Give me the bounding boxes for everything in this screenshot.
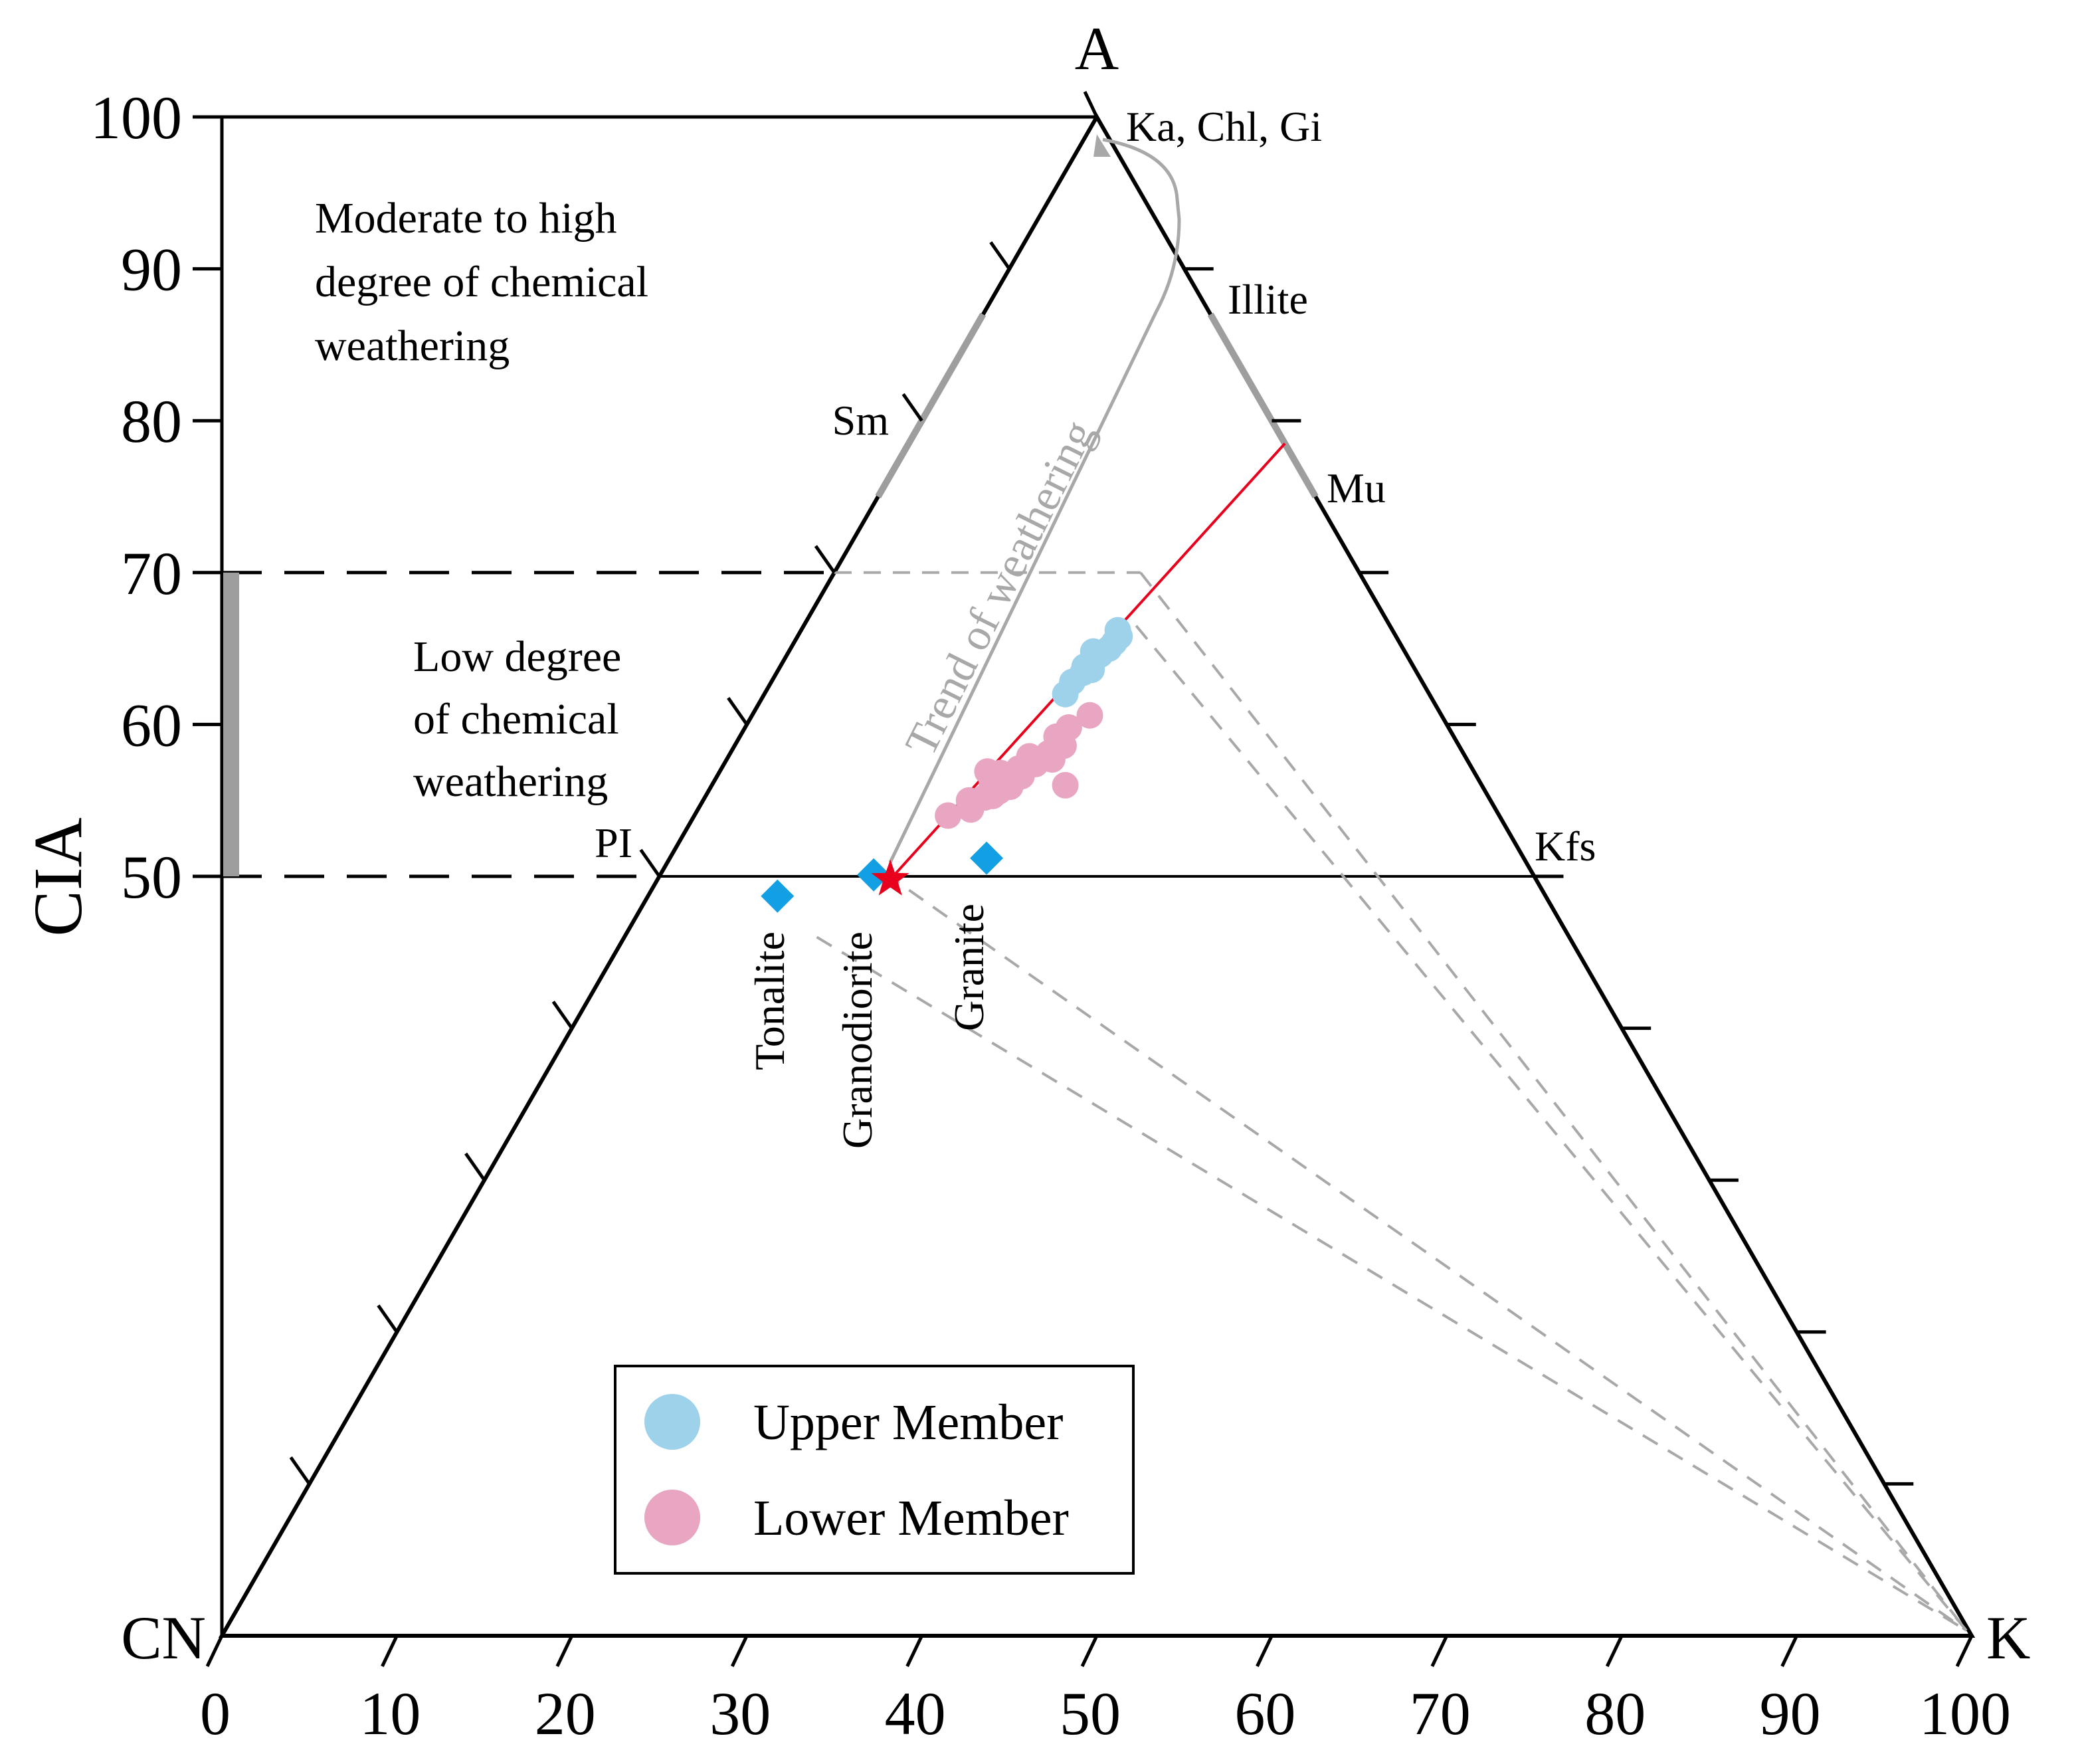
mixing-line-to-k xyxy=(884,872,1968,1632)
trend-of-weathering-arrow xyxy=(888,138,1181,864)
x-tick xyxy=(555,1634,574,1668)
guide-lines xyxy=(816,134,1968,1632)
x-tick xyxy=(730,1634,749,1668)
mineral-label: Kfs xyxy=(1535,823,1596,870)
legend: Upper Member Lower Member xyxy=(614,1365,1135,1575)
x-tick-label: 20 xyxy=(535,1680,596,1747)
legend-marker xyxy=(644,1490,700,1545)
mineral-label: PI xyxy=(595,819,632,866)
vertex-k-label: K xyxy=(1986,1604,2030,1672)
vertex-cn-label: CN xyxy=(121,1604,206,1672)
left-side-tick xyxy=(989,241,1011,270)
legend-entry-label: Upper Member xyxy=(753,1395,1063,1450)
high-weathering-label: Moderate to high xyxy=(315,194,617,243)
left-side-tick xyxy=(289,1456,311,1485)
x-tick-label: 80 xyxy=(1584,1680,1646,1747)
mixing-line-to-k xyxy=(816,935,1968,1632)
granite-marker xyxy=(970,841,1004,875)
x-tick-label: 100 xyxy=(1919,1680,2011,1747)
legend-marker xyxy=(644,1394,700,1450)
smectite-band xyxy=(875,312,987,498)
x-tick-label: 60 xyxy=(1234,1680,1295,1747)
y-tick-label: 90 xyxy=(121,236,182,304)
lower-member-point xyxy=(987,759,1014,787)
data-points xyxy=(761,442,1286,913)
source-star xyxy=(871,859,909,896)
low-weathering-bar xyxy=(223,572,239,876)
x-tick xyxy=(381,1634,399,1668)
mixing-line-to-k xyxy=(1135,625,1968,1632)
left-side-tick xyxy=(551,1001,573,1030)
x-tick-label: 0 xyxy=(200,1680,231,1747)
mineral-label: Sm xyxy=(832,397,889,444)
x-tick xyxy=(1430,1634,1449,1668)
y-tick-label: 60 xyxy=(121,691,182,759)
upper-member-point xyxy=(1104,617,1131,644)
lower-member-point xyxy=(1052,771,1079,799)
x-tick-label: 90 xyxy=(1760,1680,1821,1747)
mineral-label: Ka, Chl, Gi xyxy=(1126,103,1322,150)
left-side-tick xyxy=(464,1152,486,1181)
lower-member-point xyxy=(1055,714,1082,741)
vertex-a-label: A xyxy=(1075,15,1119,82)
trend-arrow-head xyxy=(1093,134,1111,157)
x-tick xyxy=(1080,1634,1099,1668)
low-weathering-label: weathering xyxy=(413,757,608,806)
left-side-tick xyxy=(639,848,661,878)
left-side-tick xyxy=(814,545,836,574)
high-weathering-label: weathering xyxy=(315,322,510,370)
lower-member-point xyxy=(979,782,1006,809)
x-tick xyxy=(1605,1634,1624,1668)
x-tick-label: 30 xyxy=(709,1680,771,1747)
apex-tick xyxy=(1083,90,1099,118)
lower-member-point xyxy=(1016,743,1043,770)
mineral-label: Illite xyxy=(1228,276,1308,323)
tonalite-marker xyxy=(761,879,795,913)
y-tick-label: 70 xyxy=(121,539,182,607)
lower-member-point xyxy=(935,802,962,829)
low-weathering-label: Low degree xyxy=(413,633,621,681)
y-tick-label: 50 xyxy=(121,843,182,911)
legend-box xyxy=(614,1365,1135,1575)
tonalite-label: Tonalite xyxy=(746,931,793,1070)
tick-marks xyxy=(193,90,1974,1668)
illite-muscovite-band xyxy=(1207,312,1319,498)
x-tick xyxy=(905,1634,923,1668)
left-side-tick xyxy=(377,1304,399,1333)
lower-member-point xyxy=(1076,702,1103,729)
x-tick xyxy=(1256,1634,1274,1668)
legend-entry-label: Lower Member xyxy=(753,1490,1069,1546)
x-tick xyxy=(1955,1634,1974,1668)
x-tick-label: 10 xyxy=(359,1680,421,1747)
mineral-label: Mu xyxy=(1327,464,1386,512)
granite-label: Granite xyxy=(945,904,992,1031)
left-side-tick xyxy=(901,393,923,422)
left-side-tick xyxy=(727,696,749,726)
high-weathering-label: degree of chemical xyxy=(315,258,648,306)
x-tick xyxy=(1780,1634,1798,1668)
trend-of-weathering-label: Trend of weathering xyxy=(895,412,1104,763)
x-tick-label: 70 xyxy=(1410,1680,1471,1747)
upper-member-point xyxy=(1080,638,1107,665)
low-weathering-label: of chemical xyxy=(413,695,619,743)
cia-axis-title: CIA xyxy=(20,817,96,936)
granodiorite-label: Granodiorite xyxy=(834,931,881,1149)
y-tick-label: 80 xyxy=(121,387,182,455)
x-tick xyxy=(205,1634,224,1668)
x-tick-label: 40 xyxy=(885,1680,946,1747)
x-tick-label: 50 xyxy=(1060,1680,1121,1747)
mixing-line-to-k xyxy=(1139,571,1968,1632)
y-tick-label: 100 xyxy=(90,84,182,151)
